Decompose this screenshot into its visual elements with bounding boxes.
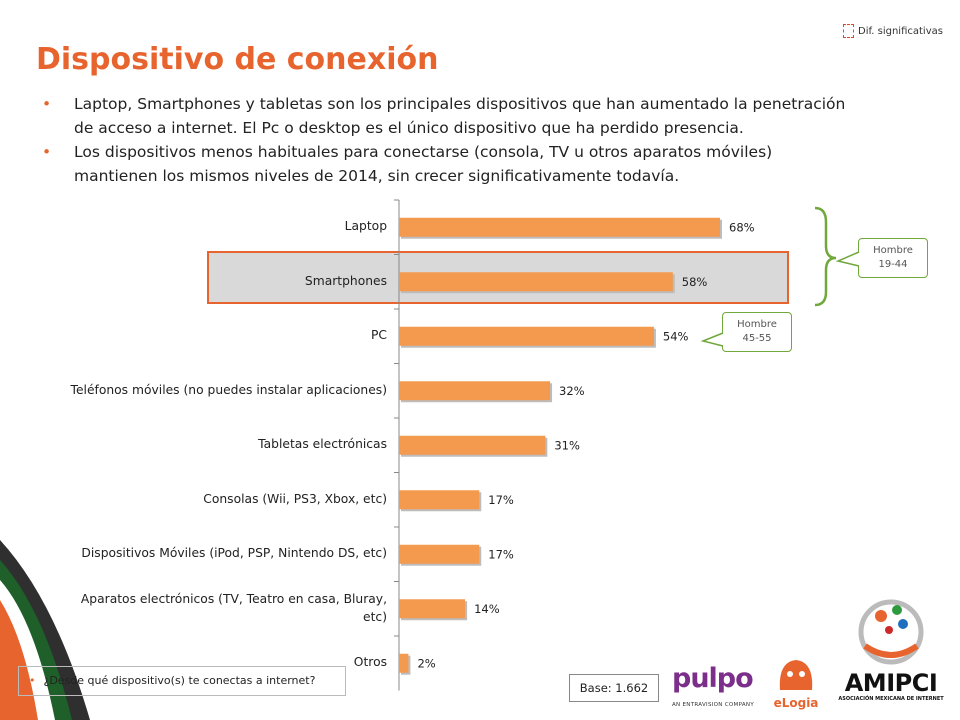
bullet-2: Los dispositivos menos habituales para c…	[42, 140, 852, 188]
value-label: 14%	[474, 602, 500, 616]
bullet-dot-icon: •	[29, 674, 36, 687]
elogia-logo: eLogia	[768, 656, 824, 712]
question-text: ¿Desde qué dispositivo(s) te conectas a …	[43, 674, 316, 687]
amipci-logo-text: AMIPCI	[844, 669, 938, 697]
pulpo-logo-text: pulpo	[672, 663, 754, 694]
callout-line1: Hombre	[873, 245, 913, 256]
bar-4	[399, 435, 546, 455]
amipci-mark-icon	[858, 599, 924, 665]
legend-label: Dif. significativas	[858, 25, 943, 37]
category-label: Tabletas electrónicas	[258, 437, 387, 452]
significance-legend: Dif. significativas	[843, 24, 943, 38]
bar-0	[399, 217, 720, 237]
value-label: 58%	[682, 275, 708, 289]
summary-bullets: Laptop, Smartphones y tabletas son los p…	[42, 92, 852, 188]
amipci-logo-subtitle: ASOCIACIÓN MEXICANA DE INTERNET	[838, 696, 944, 702]
page-title: Dispositivo de conexión	[36, 42, 439, 77]
bar-6	[399, 544, 480, 564]
bar-8	[399, 653, 409, 673]
value-label: 17%	[488, 547, 514, 561]
category-label: Aparatos electrónicos (TV, Teatro en cas…	[80, 591, 387, 624]
category-label: Consolas (Wii, PS3, Xbox, etc)	[203, 491, 387, 506]
callout-hombre-45-55: Hombre 45-55	[722, 312, 792, 352]
value-label: 17%	[488, 493, 514, 507]
value-label: 54%	[663, 329, 689, 343]
value-label: 68%	[729, 220, 755, 234]
pulpo-logo: pulpo AN ENTRAVISION COMPANY	[672, 664, 764, 714]
category-label: Laptop	[344, 219, 387, 234]
category-label: Dispositivos Móviles (iPod, PSP, Nintend…	[81, 546, 387, 561]
category-label: Teléfonos móviles (no puedes instalar ap…	[70, 382, 387, 397]
elogia-mark-icon	[779, 660, 813, 690]
category-label: PC	[370, 328, 387, 343]
dashed-box-icon	[843, 24, 854, 38]
elogia-logo-text: eLogia	[773, 696, 819, 710]
base-count: Base: 1.662	[569, 674, 659, 702]
value-label: 32%	[559, 384, 585, 398]
bar-5	[399, 490, 480, 510]
callout-hombre-19-44: Hombre 19-44	[858, 238, 928, 278]
bar-7	[399, 599, 466, 619]
bar-2	[399, 326, 654, 346]
bar-1	[399, 272, 673, 292]
pulpo-logo-subtitle: AN ENTRAVISION COMPANY	[672, 702, 754, 708]
survey-question: • ¿Desde qué dispositivo(s) te conectas a…	[18, 666, 346, 696]
value-label: 31%	[554, 438, 580, 452]
brace-icon	[814, 206, 837, 307]
bullet-1: Laptop, Smartphones y tabletas son los p…	[42, 92, 852, 140]
callout-line2: 45-55	[742, 333, 772, 344]
category-label: Otros	[353, 655, 387, 670]
amipci-logo: AMIPCI ASOCIACIÓN MEXICANA DE INTERNET	[826, 594, 956, 714]
callout-line1: Hombre	[737, 319, 777, 330]
category-label: Smartphones	[304, 273, 387, 288]
callout-line2: 19-44	[878, 259, 908, 270]
bar-3	[399, 381, 551, 401]
value-label: 2%	[417, 656, 435, 670]
